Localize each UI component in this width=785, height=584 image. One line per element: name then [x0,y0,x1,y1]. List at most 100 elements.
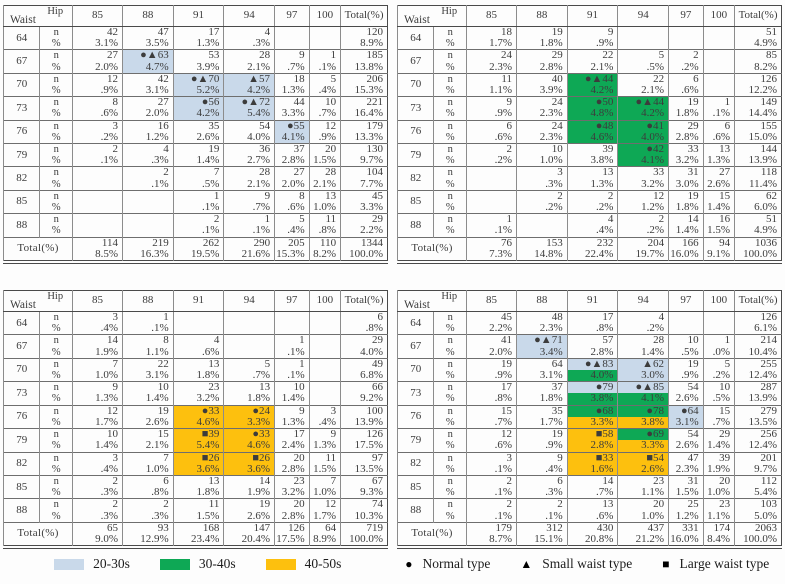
n-cell: 17 [172,26,224,39]
waist-hip-corner: Waist Hip [396,290,467,313]
n-cell [702,49,735,62]
n-cell: 4 [172,334,224,347]
n-cell: 2 [72,474,123,488]
pct-label: % [433,463,467,476]
n-cell: 149 [734,96,782,109]
table-wrap-combined: Waist Hip 85 88 91 94 97 100 Total(%) 64 n 45 48 17 4 1… [396,290,782,550]
pct-cell: 3.8% [566,393,618,406]
n-cell: 3 [72,451,123,464]
pct-cell: .1% [274,346,310,359]
pct-cell: 1.7% [72,416,123,429]
pct-cell: .6% [466,440,517,452]
total-n-cell: 1344 [340,236,388,249]
type-legend-item-small-waist-type: ▲ Small waist type [520,556,632,572]
pct-cell: .2% [72,131,123,144]
n-label: n [39,119,73,132]
hip-col-header-100: 100 [308,5,341,27]
pct-cell: 1.3% [72,393,123,406]
waist-row-70-n: 70 n 12 42 ●▲70 ▲57 18 5 206 [2,72,388,97]
waist-row-70-pct: % .9% 3.1% 4.0% 3.0% .9% .2% 12.4% [398,370,782,382]
n-cell: 10 [516,143,568,156]
waist-row-85-n: 85 n 2 6 14 23 31 20 112 [396,474,782,499]
hip-col-header-100: 100 [702,290,735,313]
pct-cell: .3% [516,178,568,191]
waist-row-79-n: 79 n 2 4 19 36 37 20 130 [2,143,388,167]
total-pct-cell: 8.5% [72,248,123,261]
n-label: n [39,189,73,203]
pct-cell: 3.6% [172,463,224,476]
pct-cell [72,202,123,214]
pct-cell: 1.8% [516,38,568,50]
n-cell: 13 [566,166,618,179]
n-cell: 1 [308,49,341,62]
pct-cell: 1.2% [122,131,174,144]
pct-cell: 9.7% [734,463,782,476]
waist-row-88-pct: % .1% .1% .4% .8% 2.2% [4,225,388,238]
n-cell: 9 [308,428,341,441]
pct-cell: 1.8% [172,370,224,382]
n-label: n [433,72,467,86]
hip-col-header-97: 97 [274,5,310,27]
pct-cell: .7% [223,370,275,382]
n-cell: 20 [274,498,310,511]
pct-cell: 1.0% [72,370,123,382]
pct-cell: 2.1% [223,61,275,74]
hip-col-header-91: 91 [172,5,224,27]
n-cell [466,189,517,203]
waist-row-67-pct: % 2.0% 3.4% 2.8% 1.4% .5% .0% 10.4% [398,346,782,359]
total-n-cell: 312 [516,521,568,534]
n-cell: 29 [516,49,568,62]
pct-cell: 4.6% [566,131,618,144]
waist-hip-corner: Waist Hip [2,290,73,313]
waist-row-label: 73 [2,96,40,121]
n-cell: 49 [340,357,388,371]
waist-row-82-pct: % .1% .4% 1.6% 2.6% 2.3% 1.9% 9.7% [398,463,782,476]
waist-row-82-n: 82 n 3 13 33 31 27 118 [396,166,782,191]
pct-cell [466,178,517,191]
n-cell: ●79 [566,381,618,394]
waist-row-64-n: 64 n 42 47 17 4 120 [2,25,388,50]
n-cell: 9 [466,96,517,109]
n-cell: 51 [734,213,782,226]
n-label: n [39,72,73,86]
waist-row-label: 79 [396,428,434,452]
n-cell: 13 [223,381,275,394]
n-cell [308,357,341,371]
n-cell: 8 [274,189,310,203]
pct-cell: 12.4% [734,370,782,382]
pct-cell: .1% [223,225,275,238]
n-cell: 126 [734,72,782,86]
waist-row-88-pct: % .1% .4% .2% 1.4% 1.5% 4.9% [398,225,782,238]
pct-cell: 9.3% [340,487,388,499]
n-cell: 23 [172,381,224,394]
n-cell: 2 [122,166,174,179]
pct-cell: .2% [516,202,568,214]
hip-col-header-94: 94 [223,5,275,27]
total-pct-cell: 20.4% [223,533,275,546]
hip-col-header-88: 88 [516,290,568,313]
n-cell: 54 [223,119,275,132]
n-cell: 67 [340,474,388,488]
pct-cell: 2.1% [566,61,618,74]
pct-cell: .9% [566,38,618,50]
pct-cell: 3.3% [274,108,310,121]
waist-row-64-n: 64 n 18 19 9 51 [396,25,782,50]
pct-cell: 5.2% [172,85,224,97]
pct-cell: 1.7% [308,510,341,523]
total-pct-cell: 9.1% [702,248,735,261]
waist-row-79-pct: % 1.4% 2.1% 5.4% 4.6% 2.4% 1.3% 17.5% [4,440,388,452]
pct-cell: 1.2% [617,202,669,214]
pct-cell: 2.3% [516,323,568,335]
waist-row-88-n: 88 n 1 4 2 14 16 51 [396,213,782,238]
n-cell: 5 [617,49,669,62]
n-cell: 12 [308,498,341,511]
n-cell: 12 [466,428,517,441]
n-cell: ●▲83 [566,357,618,371]
pct-cell: 13.3% [340,131,388,144]
waist-row-label: 85 [2,189,40,214]
pct-cell: 1.3% [172,38,224,50]
waist-row-label: 67 [2,49,40,74]
n-cell: 53 [172,49,224,62]
total-pct-cell: 100.0% [340,248,388,261]
total-n-cell: 94 [702,236,735,249]
